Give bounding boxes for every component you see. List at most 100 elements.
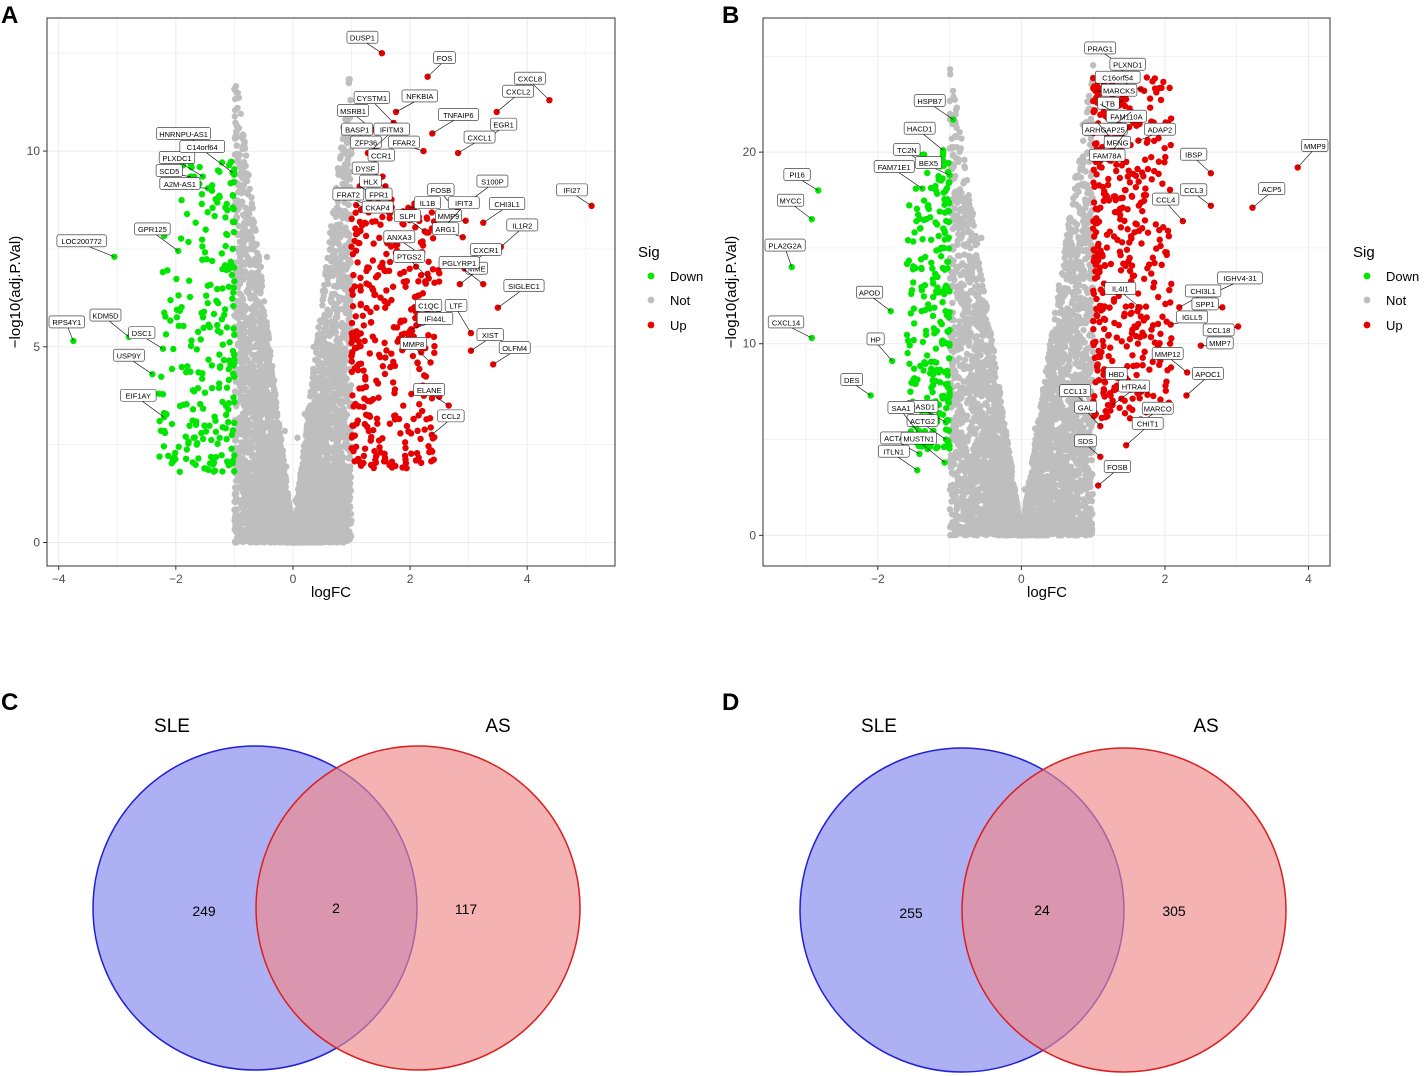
point-not [314, 538, 321, 546]
point-not [241, 475, 248, 482]
point-not [317, 409, 325, 417]
point-not [264, 372, 271, 379]
point-not [321, 319, 328, 326]
point-up [397, 430, 404, 437]
point-not [316, 403, 323, 411]
point-not [232, 511, 239, 519]
point-up [367, 398, 374, 405]
point-up [400, 278, 407, 285]
point-not [239, 505, 247, 513]
point-up [348, 286, 356, 294]
point-not [280, 468, 288, 475]
point-down [230, 394, 237, 401]
point-down [189, 406, 197, 413]
gene-label: DSC1 [132, 329, 152, 338]
point-not [262, 486, 270, 494]
point-not [334, 335, 341, 342]
gene-label: SCD5 [159, 167, 179, 176]
panel-letter-d: D [722, 689, 739, 716]
point-down [182, 368, 190, 376]
point-down [199, 314, 207, 321]
point-up [371, 447, 378, 455]
point-up [400, 402, 407, 409]
point-not [240, 309, 247, 317]
point-down [196, 400, 204, 408]
point-not [281, 427, 289, 435]
point-down [201, 389, 209, 396]
point-down [229, 191, 237, 199]
point-not [347, 510, 355, 518]
point-not [251, 331, 259, 338]
point-up [375, 394, 382, 401]
point-down [204, 282, 212, 289]
point-not [257, 263, 265, 270]
point-not [241, 328, 248, 336]
point-up [415, 292, 423, 299]
gene-label: FOSB [431, 186, 451, 195]
point-up [355, 338, 362, 345]
point-down [159, 268, 166, 276]
point-not [279, 488, 286, 495]
point-not [262, 446, 270, 454]
gene-label: FFAR2 [392, 138, 415, 147]
point-down [176, 468, 183, 475]
point-down [180, 401, 187, 408]
point-up [361, 337, 368, 345]
point-not [337, 282, 345, 290]
point-down [231, 277, 238, 285]
point-not [311, 412, 318, 419]
point-up [357, 274, 364, 282]
point-down [212, 417, 219, 424]
point-down [208, 384, 216, 392]
point-not [342, 476, 350, 483]
point-not [319, 464, 326, 471]
point-up [349, 432, 356, 439]
point-not [336, 407, 344, 414]
point-not [233, 142, 240, 149]
point-up [423, 416, 430, 423]
point-up [366, 412, 373, 419]
gene-label: ANXA3 [387, 233, 412, 242]
point-not [252, 461, 260, 469]
volcano-plot-a: HNRNPU-AS1PLXDC1C14orf64SCD5A2M-AS1GPR12… [7, 17, 703, 601]
point-not [247, 325, 255, 332]
point-not [254, 519, 261, 526]
gene-label: RPS4Y1 [52, 318, 81, 327]
point-up [428, 458, 435, 465]
point-down [158, 373, 165, 380]
point-not [234, 104, 241, 112]
point-up [359, 312, 367, 319]
point-up [352, 313, 359, 320]
point-up [416, 365, 423, 373]
point-down [198, 200, 205, 208]
point-down [199, 370, 206, 377]
point-not [267, 508, 274, 515]
panel-letter-c: C [1, 689, 18, 716]
point-up [386, 258, 394, 266]
point-not [335, 293, 342, 301]
point-up [401, 452, 409, 460]
point-up [423, 214, 430, 221]
point-down [201, 249, 209, 256]
point-down [202, 226, 209, 233]
point-down [175, 292, 182, 299]
gene-label: LOC200772 [61, 237, 101, 246]
point-not [248, 382, 255, 389]
gene-label: HLX [363, 177, 378, 186]
point-up [359, 385, 366, 392]
point-down [217, 363, 224, 370]
gene-label: MMP9 [438, 212, 460, 221]
point-up [373, 304, 380, 311]
point-not [319, 457, 327, 464]
point-not [252, 343, 259, 351]
point-not [254, 439, 262, 447]
point-not [308, 417, 315, 425]
point-not [241, 494, 248, 501]
point-not [248, 504, 255, 511]
point-not [233, 309, 241, 317]
point-up [418, 407, 426, 415]
point-not [257, 379, 264, 387]
point-not [232, 494, 240, 501]
point-up [348, 350, 356, 357]
point-down [228, 431, 236, 439]
